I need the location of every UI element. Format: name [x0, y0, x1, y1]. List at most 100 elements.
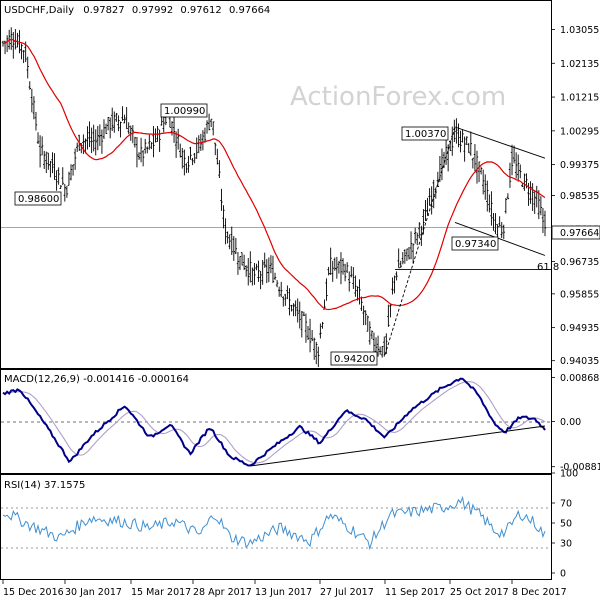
price-tick-label: 0.99375 [560, 160, 599, 171]
ohlc-bar [238, 255, 242, 271]
ohlc-bar [418, 222, 421, 239]
ohlc-bar [306, 325, 310, 341]
ohlc-bar [94, 129, 97, 156]
ohlc-bar [212, 121, 215, 136]
ohlc-bar [339, 252, 343, 285]
macd-tick-label: -0.00881 [560, 462, 600, 473]
time-tick-label: 15 Dec 2016 [3, 587, 64, 598]
fib-label: 61.8 [537, 262, 559, 273]
ohlc-bar [183, 149, 186, 176]
ohlc-bar [135, 137, 139, 168]
ohlc-bar [391, 277, 394, 295]
svg-text:1.00370: 1.00370 [405, 129, 446, 140]
ohlc-bar [469, 131, 473, 156]
ohlc-bar [502, 224, 505, 239]
ohlc-bar [51, 152, 54, 174]
ohlc-bar [257, 260, 260, 282]
ohlc-bar [335, 256, 339, 279]
ohlc-bar [226, 231, 229, 244]
price-tick-label: 1.02135 [560, 59, 599, 70]
ohlc-bar [372, 332, 376, 352]
ohlc-bar [234, 237, 238, 255]
ohlc-bar [343, 263, 347, 282]
ohlc-bar [477, 161, 481, 183]
ohlc-bar [449, 140, 452, 151]
ohlc-bar [57, 167, 60, 185]
ohlc-bar [428, 188, 431, 206]
ohlc-bar [271, 255, 275, 284]
ohlc-bar [137, 152, 141, 160]
ohlc-bar [30, 88, 34, 113]
ohlc-bar [360, 296, 363, 311]
ohlc-bar [304, 313, 308, 343]
ohlc-bar [389, 304, 392, 318]
price-tick-label: 0.94935 [560, 323, 599, 334]
ohlc-bar [352, 267, 355, 289]
ohlc-bar [514, 152, 518, 179]
price-tick-label: 0.95855 [560, 289, 599, 300]
ohlc-bar [207, 113, 211, 131]
ohlc-bar [529, 181, 532, 204]
ohlc-bar [100, 129, 104, 154]
ohlc-bar [150, 142, 153, 150]
ohlc-bar [187, 155, 190, 173]
macd-panel [0, 369, 552, 474]
ohlc-bar [519, 164, 522, 179]
ohlc-bar [261, 259, 264, 285]
ohlc-bar [380, 346, 384, 358]
moving-average [2, 38, 546, 311]
ohlc-bar [277, 286, 281, 297]
ohlc-bar [106, 117, 110, 131]
ohlc-bar [228, 234, 231, 250]
ohlc-bar [146, 146, 149, 154]
ohlc-bar [395, 271, 398, 281]
ohlc-bar [113, 111, 116, 133]
ohlc-bar [512, 145, 516, 164]
ohlc-bar [312, 337, 316, 360]
price-tick-label: 1.01215 [560, 93, 599, 104]
ohlc-bar [131, 125, 135, 144]
ohlc-bar [407, 246, 411, 260]
ohlc-bar [321, 321, 324, 329]
ohlc-bar [288, 288, 291, 316]
ohlc-bar [189, 146, 192, 160]
ohlc-bar [244, 265, 248, 277]
ohlc-bar [457, 123, 460, 148]
ohlc-bar [96, 125, 99, 151]
ohlc-bar [172, 115, 176, 143]
ohlc-bar [492, 213, 495, 231]
time-tick-label: 30 Jan 2017 [65, 587, 122, 598]
rsi-line [2, 495, 546, 551]
time-tick-label: 8 Dec 2017 [512, 587, 567, 598]
ohlc-bar [510, 144, 514, 176]
ohlc-bar [413, 227, 417, 244]
last-price-tag: 0.97664 [551, 225, 600, 240]
ohlc-bar [181, 147, 184, 169]
ohlc-bar [255, 263, 258, 271]
price-bars [1, 27, 547, 368]
ohlc-bar [409, 231, 413, 260]
ohlc-bar [325, 278, 328, 301]
time-tick-label: 25 Oct 2017 [450, 587, 509, 598]
ohlc-bar [242, 254, 246, 271]
ohlc-bar [387, 304, 390, 327]
ohlc-bar [294, 300, 297, 317]
time-tick-label: 13 Jun 2017 [255, 587, 312, 598]
ohlc-bar [362, 305, 365, 326]
ohlc-bar [488, 194, 491, 213]
ohlc-bar [115, 112, 118, 122]
ohlc-bar [539, 196, 543, 216]
ohlc-bar [473, 144, 477, 172]
ma-line [2, 38, 546, 311]
ohlc-bar [214, 142, 217, 156]
ohlc-bar [484, 174, 487, 200]
macd-title: MACD(12,26,9) -0.001416 -0.000164 [4, 374, 189, 385]
ohlc-bar [12, 31, 15, 59]
ohlc-bar [119, 121, 122, 138]
svg-text:1.00990: 1.00990 [164, 106, 205, 117]
ohlc-bar [436, 171, 440, 187]
ohlc-bar [176, 128, 180, 150]
ohlc-bar [61, 167, 64, 186]
ohlc-bar [329, 247, 332, 275]
macd-tick-label: 0.00868 [560, 373, 599, 384]
